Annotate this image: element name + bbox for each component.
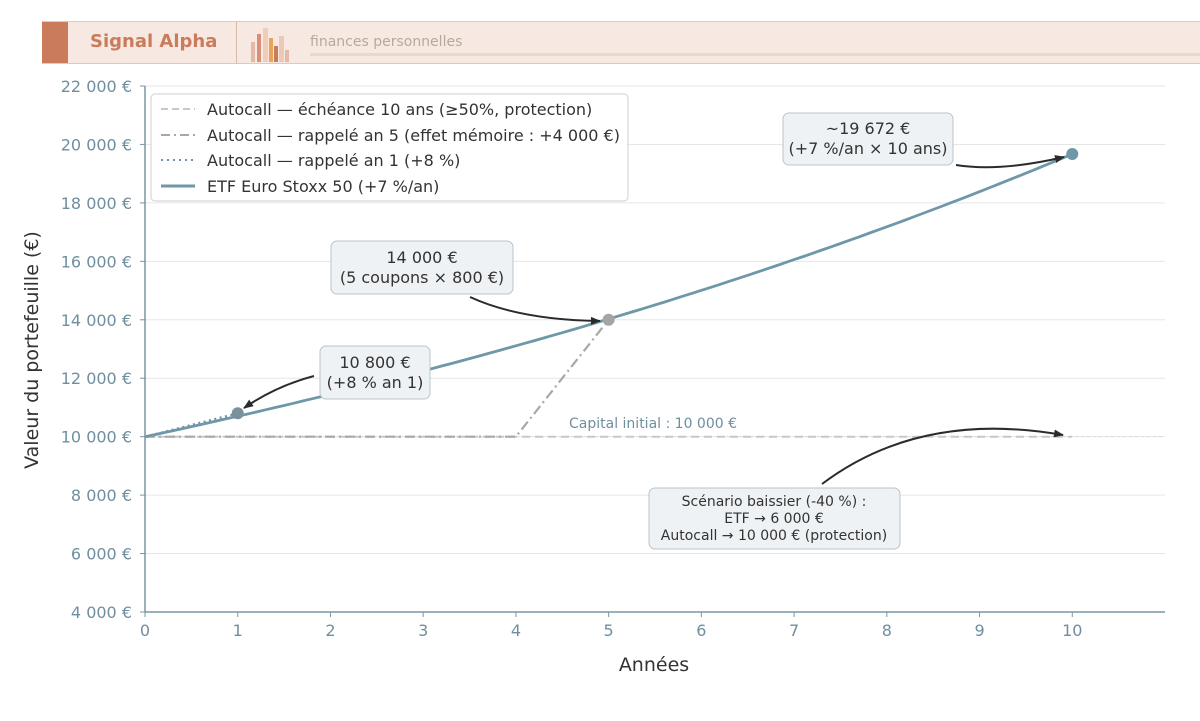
x-tick-label: 0 bbox=[140, 621, 150, 640]
y-tick-label: 12 000 € bbox=[61, 369, 132, 388]
annotation-arrow-an10 bbox=[955, 155, 1065, 169]
series-line-autocall-an5 bbox=[145, 319, 610, 438]
data-marker bbox=[602, 313, 615, 326]
annotation-arrow-an1 bbox=[243, 375, 315, 409]
x-tick-labels: 0 1 2 3 4 5 6 7 8 9 10 bbox=[140, 621, 1083, 640]
annotation-an5-line2: (5 coupons × 800 €) bbox=[340, 268, 504, 287]
data-markers bbox=[231, 148, 1079, 420]
annotation-an5: 14 000 € (5 coupons × 800 €) bbox=[330, 240, 514, 295]
tagline-rule bbox=[310, 53, 1200, 56]
x-tick-label: 8 bbox=[882, 621, 892, 640]
x-tick-label: 7 bbox=[789, 621, 799, 640]
y-tick-label: 4 000 € bbox=[71, 603, 132, 622]
data-marker bbox=[231, 407, 244, 420]
annotation-an10-line1: ~19 672 € bbox=[826, 119, 911, 138]
x-tick-label: 10 bbox=[1062, 621, 1082, 640]
y-tick-label: 20 000 € bbox=[61, 135, 132, 154]
legend-label-2: Autocall — rappelé an 5 (effet mémoire :… bbox=[207, 126, 620, 145]
y-tick-label: 6 000 € bbox=[71, 545, 132, 564]
x-axis-title: Années bbox=[619, 654, 689, 676]
axes bbox=[140, 85, 1165, 617]
annotation-arrow-an5 bbox=[469, 296, 601, 325]
annotation-an5-line1: 14 000 € bbox=[386, 248, 457, 267]
x-tick-label: 5 bbox=[604, 621, 614, 640]
annotation-an10-line2: (+7 %/an × 10 ans) bbox=[789, 139, 948, 158]
x-tick-label: 9 bbox=[974, 621, 984, 640]
tagline: finances personnelles bbox=[310, 34, 463, 50]
annotation-baissier: Scénario baissier (-40 %) : ETF → 6 000 … bbox=[648, 487, 901, 550]
x-tick-label: 6 bbox=[696, 621, 706, 640]
brand-color-block bbox=[42, 22, 68, 63]
y-tick-label: 18 000 € bbox=[61, 194, 132, 213]
x-tick-label: 2 bbox=[325, 621, 335, 640]
y-tick-label: 10 000 € bbox=[61, 428, 132, 447]
legend-label-1: Autocall — échéance 10 ans (≥50%, protec… bbox=[207, 100, 592, 119]
y-tick-labels: 4 000 € 6 000 € 8 000 € 10 000 € 12 000 € 14 … bbox=[61, 77, 132, 622]
x-tick-label: 1 bbox=[233, 621, 243, 640]
annotation-an1-line1: 10 800 € bbox=[339, 353, 410, 372]
annotation-an1: 10 800 € (+8 % an 1) bbox=[319, 345, 431, 400]
reference-line-label: Capital initial : 10 000 € bbox=[569, 416, 737, 432]
header-divider bbox=[236, 22, 237, 63]
x-tick-label: 4 bbox=[511, 621, 521, 640]
y-tick-label: 14 000 € bbox=[61, 311, 132, 330]
data-marker bbox=[1066, 148, 1079, 161]
y-tick-label: 22 000 € bbox=[61, 77, 132, 96]
annotation-baissier-line1: Scénario baissier (-40 %) : bbox=[682, 494, 867, 510]
legend-label-4: ETF Euro Stoxx 50 (+7 %/an) bbox=[207, 177, 439, 196]
y-axis-title: Valeur du portefeuille (€) bbox=[21, 231, 43, 469]
site-header: Signal Alpha finances personnelles bbox=[42, 21, 1200, 64]
annotation-baissier-line3: Autocall → 10 000 € (protection) bbox=[661, 528, 887, 544]
legend: Autocall — échéance 10 ans (≥50%, protec… bbox=[150, 93, 629, 202]
legend-label-3: Autocall — rappelé an 1 (+8 %) bbox=[207, 151, 460, 170]
annotation-baissier-line2: ETF → 6 000 € bbox=[724, 511, 824, 527]
annotation-arrow-baissier bbox=[821, 427, 1064, 485]
annotation-an10: ~19 672 € (+7 %/an × 10 ans) bbox=[782, 112, 954, 166]
y-tick-label: 16 000 € bbox=[61, 252, 132, 271]
bar-chart-logo-icon bbox=[251, 28, 289, 62]
brand-name[interactable]: Signal Alpha bbox=[90, 31, 218, 52]
annotation-an1-line2: (+8 % an 1) bbox=[327, 373, 424, 392]
y-tick-label: 8 000 € bbox=[71, 486, 132, 505]
x-tick-label: 3 bbox=[418, 621, 428, 640]
